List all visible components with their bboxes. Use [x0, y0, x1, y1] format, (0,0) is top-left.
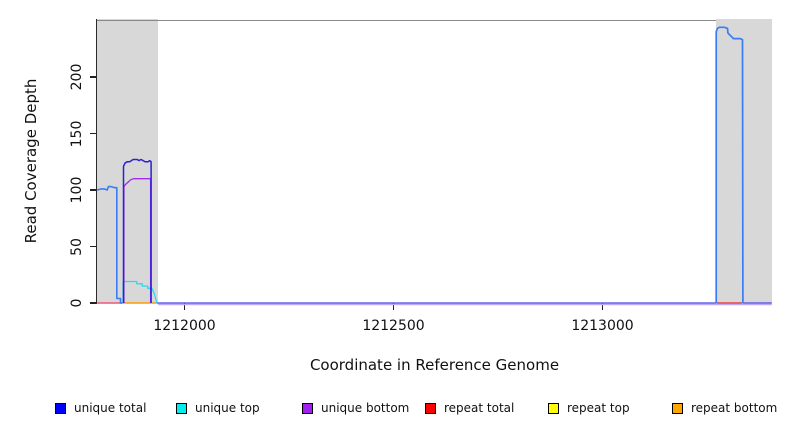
y-axis-line	[95, 19, 98, 304]
x-tick-label: 1212500	[362, 318, 425, 334]
y-tick-mark	[89, 245, 96, 248]
unique-total-swatch-icon	[55, 402, 66, 414]
unique-top-swatch-icon	[176, 402, 187, 414]
y-tick-mark	[89, 189, 96, 191]
x-axis-title: Coordinate in Reference Genome	[309, 356, 560, 374]
repeat-top-swatch-icon	[548, 402, 559, 414]
legend-label: repeat top	[567, 401, 630, 415]
y-tick-mark	[89, 132, 96, 135]
chart-line-unique-top-peak-b	[122, 280, 158, 304]
x-tick-label: 1213000	[571, 318, 634, 334]
legend-item-unique-bottom: unique bottom	[302, 401, 409, 415]
legend-item-repeat-bottom: repeat bottom	[672, 401, 777, 415]
x-tick-mark	[392, 303, 395, 310]
y-tick-mark	[89, 76, 96, 78]
legend: unique total unique top unique bottom re…	[0, 401, 792, 421]
x-tick-mark	[183, 303, 186, 310]
legend-label: unique top	[195, 401, 260, 415]
legend-item-unique-top: unique top	[176, 401, 260, 415]
x-tick-label: 1212000	[153, 318, 216, 334]
legend-label: unique total	[74, 401, 147, 415]
y-axis-title: Read Coverage Depth	[22, 78, 40, 244]
plot-top-border	[97, 19, 716, 21]
legend-label: repeat total	[444, 401, 515, 415]
y-tick-mark	[89, 302, 96, 304]
x-tick-mark	[601, 303, 604, 310]
legend-label: unique bottom	[321, 401, 410, 415]
repeat-bottom-swatch-icon	[672, 402, 683, 414]
legend-label: repeat bottom	[691, 401, 778, 415]
chart-line-unique-total-top-overlap-peak-a	[96, 185, 123, 304]
legend-item-repeat-top: repeat top	[548, 401, 630, 415]
unique-bottom-swatch-icon	[302, 402, 313, 414]
chart-line-unique-total-top-overlap-right-peak	[715, 26, 744, 304]
repeat-region-right	[716, 19, 772, 303]
repeat-total-swatch-icon	[425, 402, 436, 414]
chart-line-unique-total-peak-b	[122, 158, 152, 303]
legend-item-unique-total: unique total	[55, 401, 146, 415]
legend-item-repeat-total: repeat total	[425, 401, 514, 415]
